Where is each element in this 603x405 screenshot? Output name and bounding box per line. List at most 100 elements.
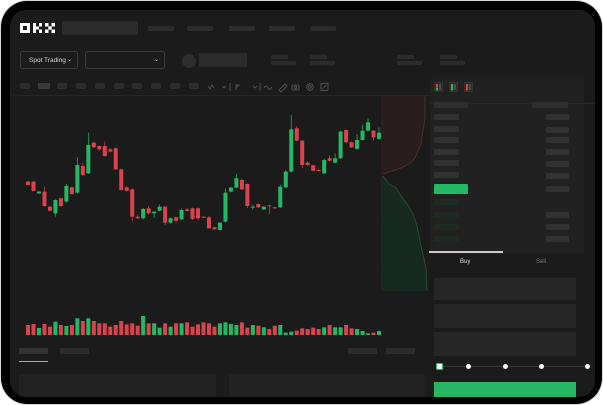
volume-bar: [377, 331, 381, 335]
tab-order-history[interactable]: [60, 348, 89, 354]
depth-asks-line: [382, 96, 426, 175]
volume-bar: [256, 325, 261, 335]
volume-bar: [86, 318, 91, 335]
buy-button[interactable]: [434, 382, 576, 397]
slider-handle[interactable]: [436, 363, 443, 370]
filter-button[interactable]: [386, 348, 415, 354]
timeframe-button[interactable]: [151, 83, 161, 89]
timeframe-button[interactable]: [170, 83, 180, 89]
volume-bar: [201, 322, 206, 335]
depth-bids-area: [381, 176, 427, 291]
candle-body: [366, 122, 371, 131]
candle-body: [97, 146, 102, 150]
price-placeholder: [199, 53, 247, 67]
volume-bar: [289, 331, 294, 335]
slider-stop-75[interactable]: [538, 364, 544, 369]
nav-item[interactable]: [229, 26, 255, 31]
ask-size: [546, 161, 569, 167]
volume-bar: [53, 321, 58, 335]
timeframe-button[interactable]: [114, 83, 124, 89]
orders-card: [19, 374, 216, 397]
candle-body: [272, 207, 277, 209]
search-bar[interactable]: [62, 21, 138, 35]
nav-item[interactable]: [269, 26, 295, 31]
stat-label: [310, 55, 327, 59]
timeframe-button[interactable]: [76, 83, 86, 89]
candle-body: [212, 227, 217, 230]
amount-input[interactable]: [434, 304, 576, 328]
volume-bar: [349, 328, 354, 335]
ask-price: [434, 126, 459, 132]
candle-body: [113, 148, 118, 170]
timeframe-button[interactable]: [57, 83, 67, 89]
price-input[interactable]: [434, 278, 576, 300]
candle-body: [174, 217, 179, 221]
chevron-down-icon: [252, 85, 258, 89]
orderbook-view-toggle[interactable]: [434, 82, 476, 93]
volume-bar: [261, 327, 266, 335]
ask-price: [434, 160, 459, 166]
slider-stop-50[interactable]: [502, 364, 508, 369]
tab-sell[interactable]: Sell: [536, 259, 547, 265]
orderbook-both-icon: [434, 82, 443, 92]
stat-label: [440, 55, 457, 59]
candle-body: [349, 142, 354, 148]
candle-body: [322, 160, 327, 174]
candle-body: [311, 165, 316, 171]
bid-price: [434, 224, 459, 230]
volume-bar: [141, 316, 146, 335]
indicator-icon: [207, 84, 215, 90]
stat-value: [310, 61, 335, 65]
column-header: [532, 102, 568, 108]
timeframe-button[interactable]: [95, 83, 105, 89]
total-input[interactable]: [434, 332, 576, 356]
divider: [430, 103, 595, 104]
candle-body: [294, 128, 299, 141]
volume-bar: [272, 325, 277, 335]
slider-stop-100[interactable]: [584, 364, 590, 369]
volume-bar: [135, 325, 140, 335]
nav-item[interactable]: [310, 26, 336, 31]
orderbook-asks-icon: [464, 82, 473, 92]
volume-bar: [234, 325, 239, 335]
candle-body: [146, 208, 151, 214]
candle-body: [316, 170, 321, 171]
candle-body: [36, 191, 41, 194]
volume-bar: [316, 329, 321, 335]
timeframe-button[interactable]: [132, 83, 142, 89]
filter-button[interactable]: [348, 348, 377, 354]
candle-body: [355, 140, 360, 149]
candlestick-chart[interactable]: [14, 96, 382, 341]
candle-body: [141, 208, 146, 219]
depth-asks-area: [381, 96, 425, 176]
amount-slider-track[interactable]: [440, 366, 588, 367]
volume-bar: [239, 322, 244, 335]
tab-open-orders[interactable]: [19, 348, 48, 354]
tab-buy[interactable]: Buy: [460, 259, 471, 265]
volume-bar: [250, 325, 255, 335]
bid-size: [546, 224, 569, 230]
volume-bar: [305, 329, 310, 335]
slider-stop-25[interactable]: [465, 364, 471, 369]
volume-bar: [113, 325, 118, 335]
candle-body: [58, 198, 63, 206]
candle-body: [157, 206, 162, 211]
timeframe-button[interactable]: [189, 83, 199, 89]
timeframe-button[interactable]: [38, 83, 50, 89]
candle-body: [124, 187, 129, 191]
coin-icon: [182, 54, 196, 68]
app-screen: Spot Trading ⌄ ⌄: [10, 10, 595, 397]
trading-mode-select[interactable]: Spot Trading ⌄: [20, 51, 78, 69]
okx-logo: [20, 23, 55, 33]
candle-body: [256, 204, 261, 208]
pair-select[interactable]: ⌄: [85, 51, 165, 69]
ask-price: [434, 172, 459, 178]
timeframe-button[interactable]: [20, 83, 30, 89]
ask-price: [434, 149, 459, 155]
nav-item[interactable]: [148, 26, 174, 31]
nav-item[interactable]: [187, 26, 213, 31]
ask-size: [546, 137, 569, 143]
volume-bar: [179, 323, 184, 335]
candle-body: [75, 164, 80, 193]
volume-bar: [196, 324, 201, 335]
